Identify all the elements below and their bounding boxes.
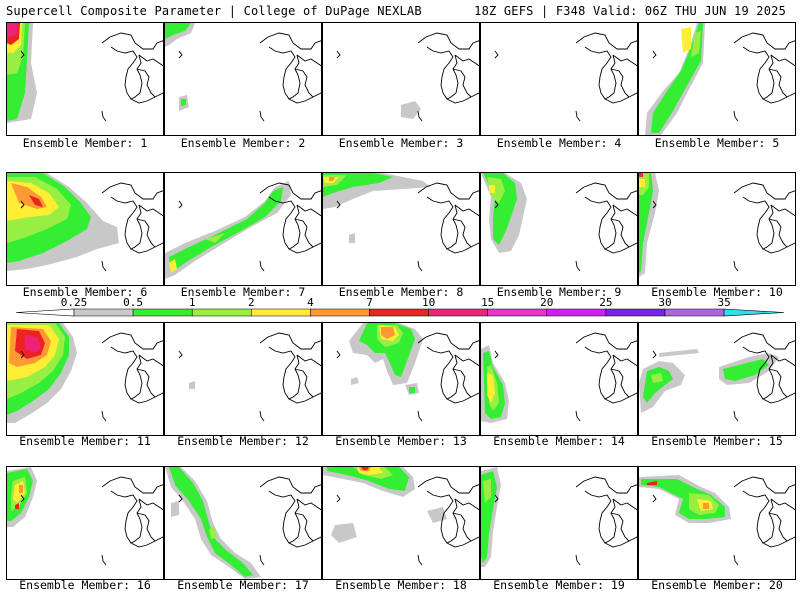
map-panel-11 xyxy=(6,322,164,436)
scale-tick-label: 10 xyxy=(421,296,436,309)
scale-swatch-10 xyxy=(664,308,725,317)
map-panel-4 xyxy=(480,22,638,136)
member-label-6: Ensemble Member: 6 xyxy=(22,285,148,299)
scale-swatch-7 xyxy=(487,308,548,317)
member-label-12: Ensemble Member: 12 xyxy=(177,434,309,448)
map-svg xyxy=(7,173,163,272)
scale-swatch-5 xyxy=(369,308,429,317)
map-svg xyxy=(7,323,163,423)
scale-tick-label: 4 xyxy=(307,296,314,309)
map-panel-19 xyxy=(480,466,638,580)
map-panel-13 xyxy=(322,322,480,436)
scale-swatch-0 xyxy=(73,308,134,317)
member-label-19: Ensemble Member: 19 xyxy=(493,578,625,592)
map-panel-17 xyxy=(164,466,322,580)
map-panel-3 xyxy=(322,22,480,136)
map-svg xyxy=(336,32,479,122)
map-svg xyxy=(645,23,795,135)
map-panel-8 xyxy=(322,172,480,286)
map-svg xyxy=(7,467,163,566)
map-svg xyxy=(165,467,321,579)
scale-arrow-left xyxy=(15,308,75,317)
map-panel-14 xyxy=(480,322,638,436)
map-panel-2 xyxy=(164,22,322,136)
map-svg xyxy=(481,173,637,272)
member-label-17: Ensemble Member: 17 xyxy=(177,578,309,592)
member-label-13: Ensemble Member: 13 xyxy=(335,434,467,448)
map-panel-6 xyxy=(6,172,164,286)
member-label-4: Ensemble Member: 4 xyxy=(496,136,622,150)
map-panel-18 xyxy=(322,466,480,580)
member-label-18: Ensemble Member: 18 xyxy=(335,578,467,592)
member-label-5: Ensemble Member: 5 xyxy=(654,136,780,150)
scale-tick-label: 0.5 xyxy=(123,296,144,309)
color-scale-bar xyxy=(15,308,785,317)
scale-tick-label: 1 xyxy=(188,296,196,309)
map-svg xyxy=(323,467,479,566)
map-svg xyxy=(494,32,637,122)
member-label-16: Ensemble Member: 16 xyxy=(19,578,151,592)
scale-swatch-4 xyxy=(310,308,370,317)
map-svg xyxy=(639,475,795,566)
map-panel-20 xyxy=(638,466,796,580)
scale-tick-label: 25 xyxy=(599,296,613,309)
map-svg xyxy=(165,23,321,122)
map-svg xyxy=(7,23,163,123)
map-panel-16 xyxy=(6,466,164,580)
scale-tick-label: 0.25 xyxy=(60,296,88,309)
scale-tick-label: 7 xyxy=(366,296,373,309)
scale-tick-label: 15 xyxy=(481,296,495,309)
scale-arrow-right xyxy=(723,308,785,317)
scale-swatch-3 xyxy=(251,308,311,317)
map-svg xyxy=(323,173,479,272)
scale-tick-label: 20 xyxy=(540,296,554,309)
map-panel-7 xyxy=(164,172,322,286)
map-panel-1 xyxy=(6,22,164,136)
map-svg xyxy=(481,467,637,567)
map-panel-15 xyxy=(638,322,796,436)
title-left: Supercell Composite Parameter | College … xyxy=(6,4,422,18)
scale-swatch-6 xyxy=(428,308,488,317)
member-label-1: Ensemble Member: 1 xyxy=(22,136,148,150)
member-label-15: Ensemble Member: 15 xyxy=(651,434,783,448)
scale-swatch-9 xyxy=(605,308,666,317)
member-label-8: Ensemble Member: 8 xyxy=(338,285,464,299)
map-svg xyxy=(481,332,637,423)
scale-swatch-8 xyxy=(546,308,607,317)
scale-swatch-1 xyxy=(132,308,193,317)
member-label-3: Ensemble Member: 3 xyxy=(338,136,464,150)
map-svg xyxy=(336,323,479,422)
scale-tick-label: 35 xyxy=(717,296,731,309)
member-label-7: Ensemble Member: 7 xyxy=(180,285,306,299)
scale-swatch-2 xyxy=(191,308,252,317)
scale-tick-label: 30 xyxy=(658,296,672,309)
map-panel-10 xyxy=(638,172,796,286)
map-svg xyxy=(165,181,321,279)
map-panel-12 xyxy=(164,322,322,436)
member-label-20: Ensemble Member: 20 xyxy=(651,578,783,592)
map-panel-5 xyxy=(638,22,796,136)
scale-tick-label: 2 xyxy=(247,296,255,309)
map-svg xyxy=(639,332,795,422)
member-label-14: Ensemble Member: 14 xyxy=(493,434,625,448)
member-label-11: Ensemble Member: 11 xyxy=(19,434,151,448)
member-label-9: Ensemble Member: 9 xyxy=(496,285,622,299)
map-panel-9 xyxy=(480,172,638,286)
map-svg xyxy=(178,332,321,422)
map-svg xyxy=(639,173,795,277)
member-label-2: Ensemble Member: 2 xyxy=(180,136,306,150)
member-label-10: Ensemble Member: 10 xyxy=(651,285,783,299)
title-right: 18Z GEFS | F348 Valid: 06Z THU JUN 19 20… xyxy=(474,4,786,18)
